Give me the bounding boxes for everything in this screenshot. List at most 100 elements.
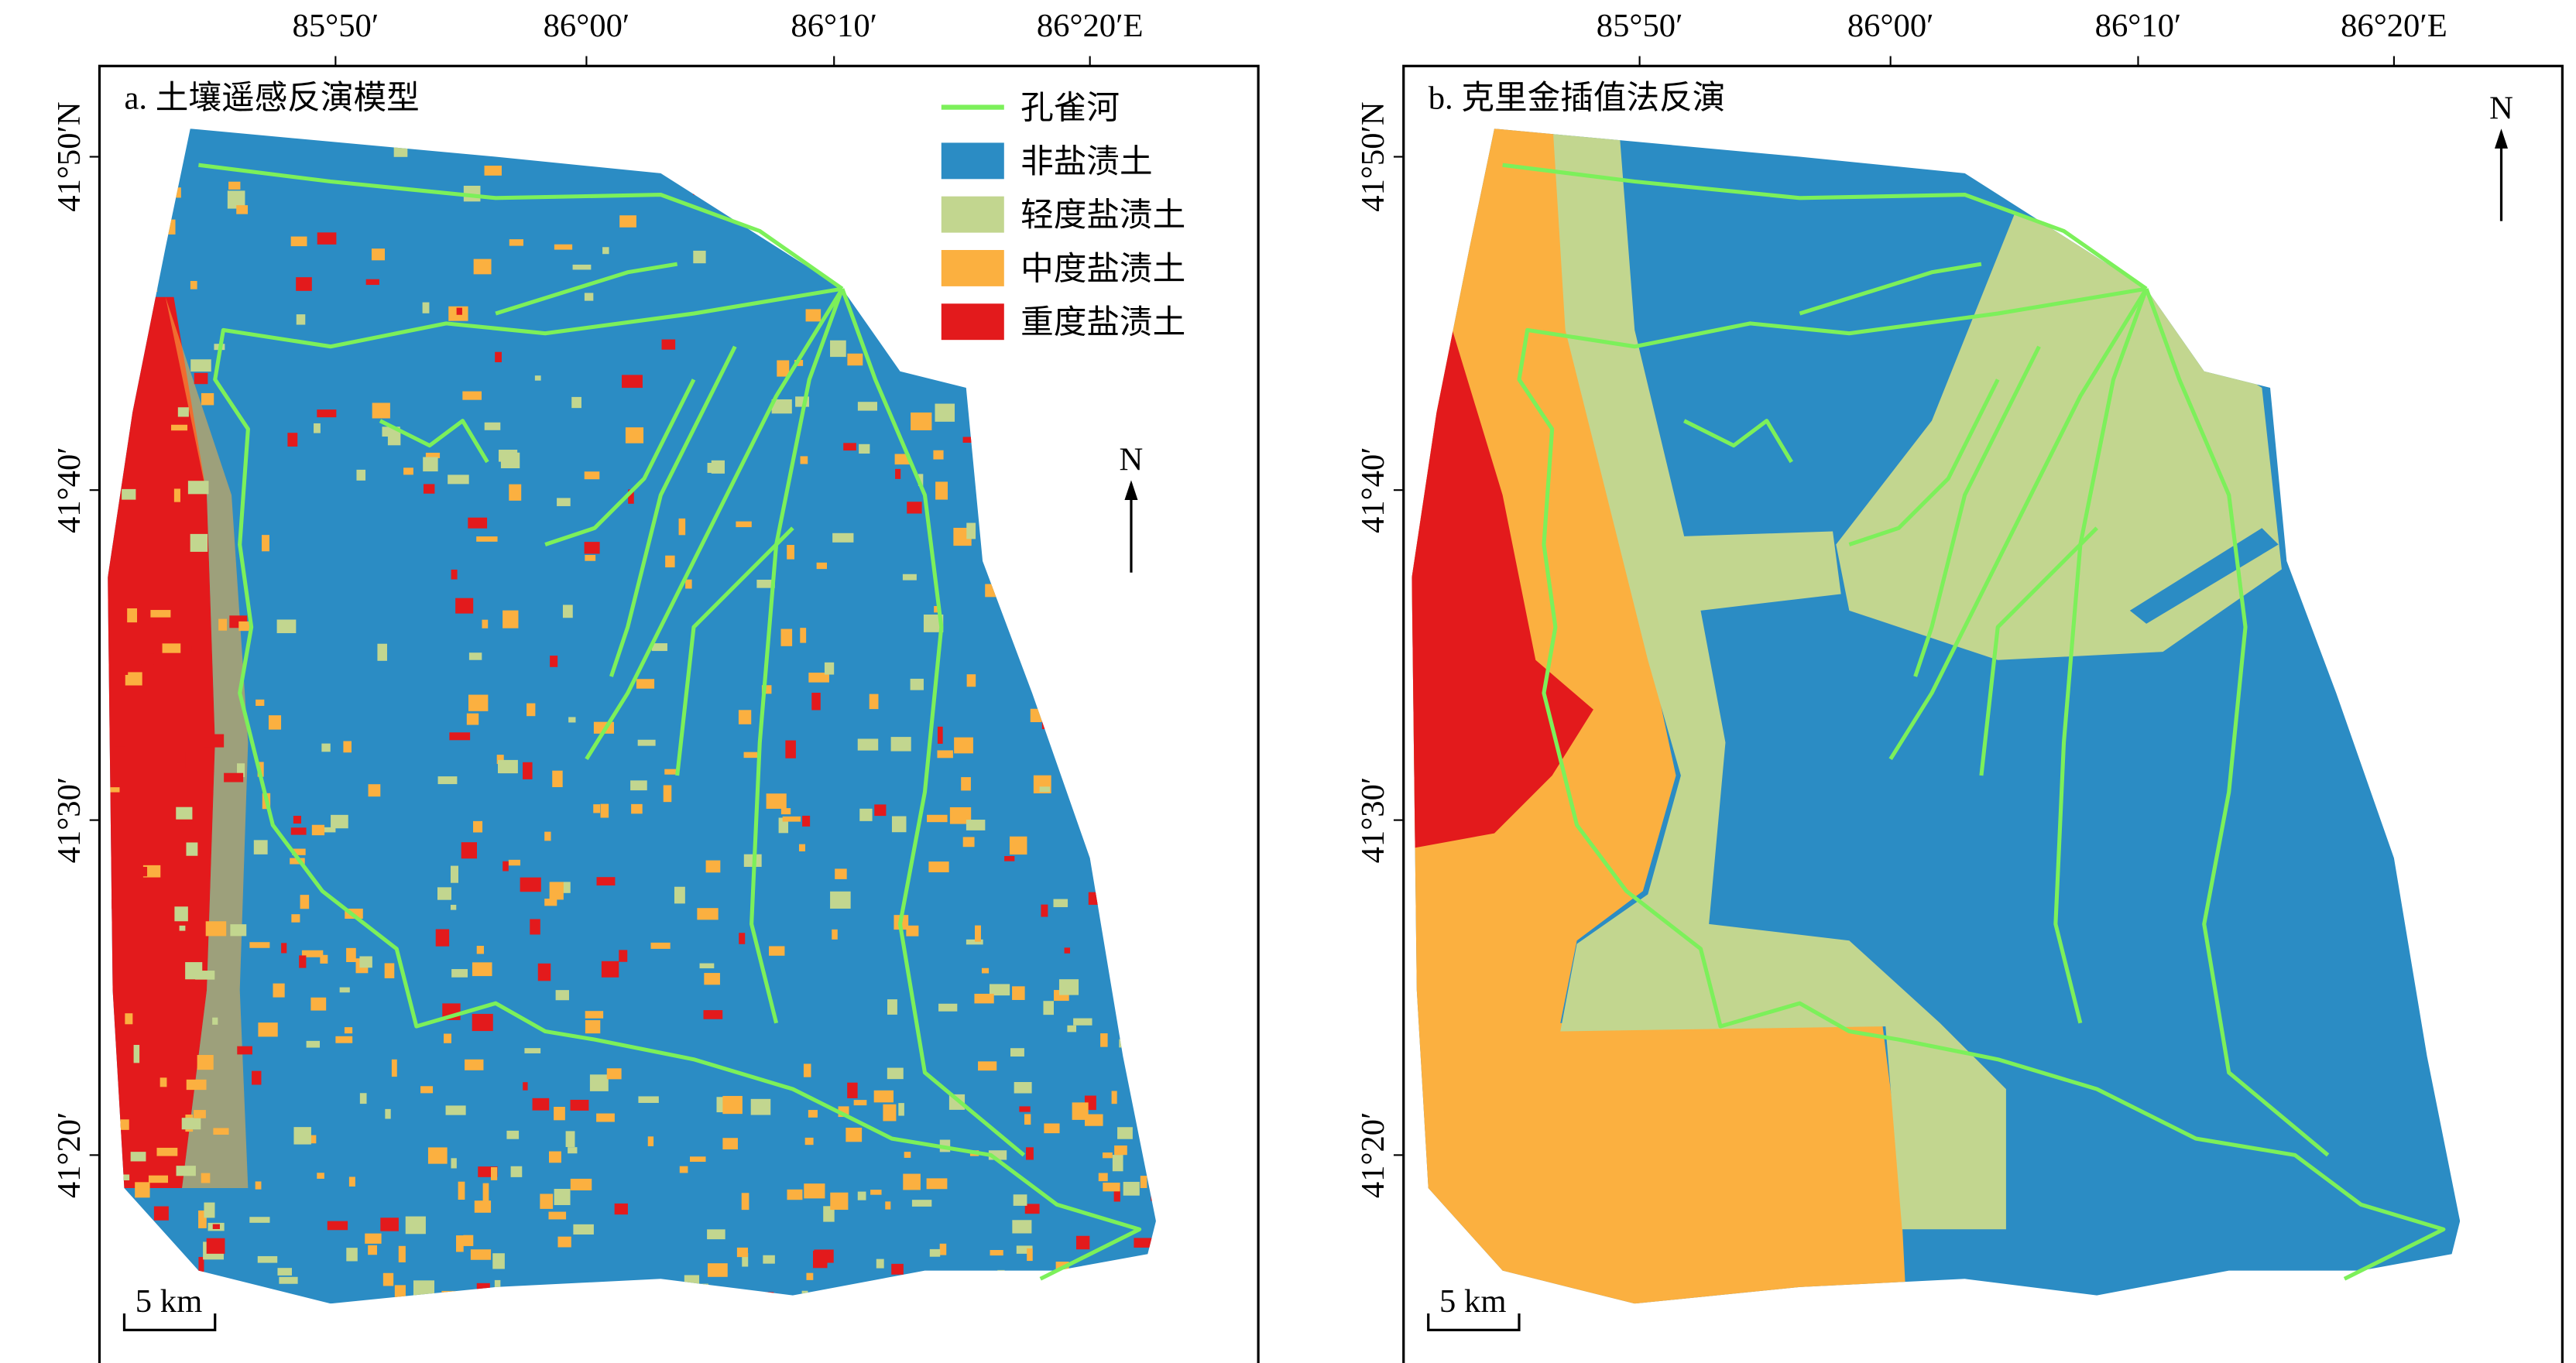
map-pixel bbox=[256, 699, 265, 707]
map-pixel bbox=[857, 1191, 866, 1200]
north-label: N bbox=[1120, 442, 1144, 478]
map-zone bbox=[1411, 128, 1907, 1304]
map-pixel bbox=[785, 740, 796, 759]
map-pixel bbox=[636, 679, 655, 689]
map-pixel bbox=[763, 1255, 775, 1264]
map-pixel bbox=[437, 776, 458, 785]
map-pixel bbox=[1100, 1033, 1108, 1047]
map-pixel bbox=[568, 717, 576, 723]
map-pixel bbox=[224, 772, 244, 783]
map-pixel bbox=[808, 673, 829, 683]
map-pixel bbox=[1160, 514, 1173, 522]
map-pixel bbox=[255, 1181, 262, 1190]
panel-frame bbox=[98, 64, 1260, 1363]
map-pixel bbox=[435, 929, 450, 947]
map-pixel bbox=[910, 678, 924, 690]
map-pixel bbox=[596, 877, 616, 886]
map-pixel bbox=[451, 1158, 457, 1169]
map-pixel bbox=[1136, 803, 1143, 820]
map-pixel bbox=[187, 481, 209, 495]
map-pixel bbox=[461, 842, 478, 859]
map-pixel bbox=[780, 808, 791, 815]
map-pixel bbox=[918, 474, 924, 486]
map-pixel bbox=[1187, 1147, 1195, 1152]
legend-label: 非盐渍土 bbox=[1020, 144, 1153, 180]
map-pixel bbox=[1023, 433, 1045, 447]
map-pixel bbox=[310, 997, 327, 1011]
map-pixel bbox=[530, 919, 540, 935]
map-pixel bbox=[449, 732, 471, 741]
map-pixel bbox=[1112, 1155, 1123, 1172]
river bbox=[585, 287, 845, 761]
map-pixel bbox=[1053, 899, 1068, 908]
map-pixel bbox=[468, 652, 482, 660]
map-pixel bbox=[1103, 1182, 1120, 1192]
map-pixel bbox=[162, 219, 176, 235]
map-pixel bbox=[359, 956, 372, 968]
map-pixel bbox=[1134, 1238, 1154, 1248]
map-pixel bbox=[176, 806, 193, 820]
map-pixel bbox=[938, 1003, 958, 1012]
salinity-map bbox=[1411, 128, 2461, 1304]
map-pixel bbox=[907, 502, 922, 514]
map-pixel bbox=[1073, 1018, 1092, 1026]
map-pixel bbox=[377, 643, 387, 661]
map-pixel bbox=[843, 443, 856, 451]
map-pixel bbox=[1077, 440, 1095, 447]
map-pixel bbox=[787, 1189, 803, 1200]
map-pixel bbox=[736, 521, 752, 528]
map-pixel bbox=[537, 963, 551, 981]
map-pixel bbox=[759, 1317, 773, 1333]
map-pixel bbox=[559, 1306, 571, 1316]
map-pixel bbox=[186, 842, 198, 856]
map-pixel bbox=[853, 1100, 867, 1106]
map-pixel bbox=[926, 1178, 948, 1190]
map-pixel bbox=[937, 750, 953, 759]
map-pixel bbox=[812, 1251, 828, 1269]
map-pixel bbox=[832, 533, 854, 543]
map-pixel bbox=[1013, 1194, 1027, 1206]
map-pixel bbox=[555, 990, 569, 1001]
map-pixel bbox=[287, 433, 298, 447]
map-pixel bbox=[857, 402, 878, 411]
map-pixel bbox=[1012, 986, 1025, 1000]
map-pixel bbox=[1010, 1048, 1024, 1057]
latitude-label: 41°30′ bbox=[1355, 777, 1391, 864]
map-pixel bbox=[625, 427, 644, 443]
map-pixel bbox=[883, 1104, 897, 1122]
map-pixel bbox=[284, 1300, 300, 1304]
map-pixel bbox=[585, 1011, 604, 1019]
latitude-label: 41°50′N bbox=[51, 101, 87, 211]
map-pixel bbox=[638, 1096, 659, 1103]
map-pixel bbox=[562, 604, 573, 618]
map-pixel bbox=[135, 280, 154, 294]
map-pixel bbox=[554, 244, 573, 250]
map-pixel bbox=[954, 737, 973, 754]
map-pixel bbox=[161, 717, 167, 735]
map-pixel bbox=[895, 468, 901, 479]
map-pixel bbox=[1143, 1127, 1156, 1142]
map-pixel bbox=[544, 1296, 551, 1304]
map-pixel bbox=[494, 1279, 501, 1297]
map-pixel bbox=[1072, 1102, 1089, 1120]
map-pixel bbox=[894, 454, 911, 465]
legend-swatch bbox=[941, 142, 1004, 180]
map-pixel bbox=[693, 184, 712, 195]
map-pixel bbox=[473, 820, 483, 833]
river bbox=[213, 286, 1142, 1281]
map-pixel bbox=[380, 1217, 399, 1231]
map-pixel bbox=[966, 939, 983, 945]
map-pixel bbox=[524, 1048, 541, 1053]
map-pixel bbox=[206, 1238, 225, 1254]
map-pixel bbox=[1154, 846, 1156, 852]
map-pixel bbox=[811, 693, 821, 711]
map-pixel bbox=[596, 1113, 615, 1122]
map-pixel bbox=[1117, 1127, 1133, 1139]
map-pixel bbox=[1144, 477, 1156, 484]
map-pixel bbox=[852, 190, 860, 207]
map-pixel bbox=[903, 1173, 921, 1190]
map-pixel bbox=[534, 375, 541, 381]
map-pixel bbox=[236, 205, 249, 214]
map-pixel bbox=[1129, 584, 1144, 601]
map-pixel bbox=[870, 1316, 889, 1324]
